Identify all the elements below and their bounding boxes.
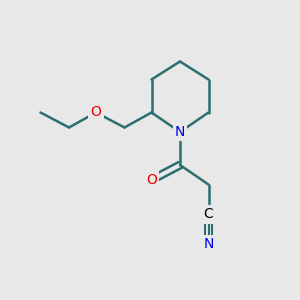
Text: N: N [203,238,214,251]
Text: O: O [146,173,157,187]
Text: O: O [91,106,101,119]
Text: C: C [204,208,213,221]
Text: N: N [175,125,185,139]
